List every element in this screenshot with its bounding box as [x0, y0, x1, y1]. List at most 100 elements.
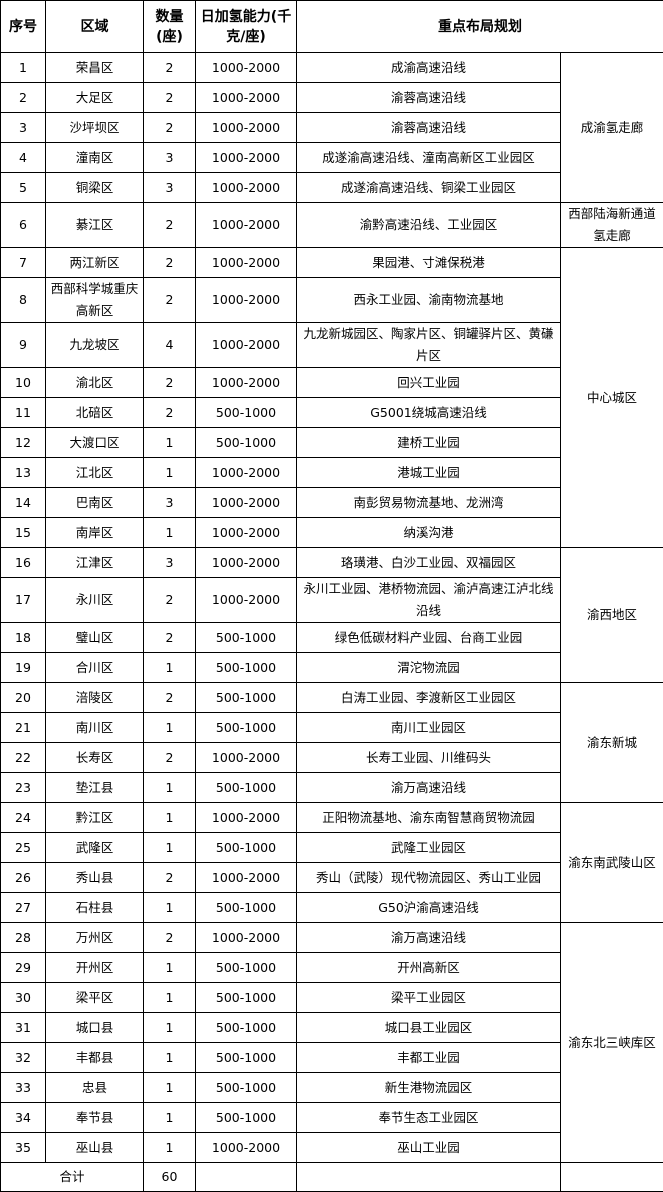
row-count: 1 [144, 773, 196, 803]
row-capacity: 500-1000 [196, 773, 297, 803]
row-index: 23 [1, 773, 46, 803]
row-capacity: 1000-2000 [196, 248, 297, 278]
row-capacity: 500-1000 [196, 833, 297, 863]
row-plan: 武隆工业园区 [297, 833, 561, 863]
row-region: 南川区 [46, 713, 144, 743]
row-plan: 新生港物流园区 [297, 1073, 561, 1103]
row-plan: 永川工业园、港桥物流园、渝泸高速江泸北线沿线 [297, 578, 561, 623]
header-index: 序号 [1, 1, 46, 53]
total-label: 合计 [1, 1163, 144, 1192]
row-count: 2 [144, 278, 196, 323]
row-plan: 渝蓉高速沿线 [297, 83, 561, 113]
row-count: 3 [144, 143, 196, 173]
row-capacity: 1000-2000 [196, 203, 297, 248]
row-region: 石柱县 [46, 893, 144, 923]
row-corridor: 西部陆海新通道氢走廊 [561, 203, 663, 248]
row-corridor: 渝东南武陵山区 [561, 803, 663, 923]
row-plan: 秀山（武陵）现代物流园区、秀山工业园 [297, 863, 561, 893]
row-count: 3 [144, 173, 196, 203]
row-capacity: 1000-2000 [196, 173, 297, 203]
row-region: 涪陵区 [46, 683, 144, 713]
row-capacity: 500-1000 [196, 623, 297, 653]
row-capacity: 1000-2000 [196, 1133, 297, 1163]
row-count: 1 [144, 653, 196, 683]
row-region: 两江新区 [46, 248, 144, 278]
row-region: 黔江区 [46, 803, 144, 833]
row-region: 铜梁区 [46, 173, 144, 203]
row-capacity: 1000-2000 [196, 53, 297, 83]
row-count: 1 [144, 1133, 196, 1163]
row-capacity: 1000-2000 [196, 923, 297, 953]
row-index: 17 [1, 578, 46, 623]
row-index: 28 [1, 923, 46, 953]
row-capacity: 1000-2000 [196, 143, 297, 173]
row-index: 30 [1, 983, 46, 1013]
header-capacity: 日加氢能力(千克/座) [196, 1, 297, 53]
row-count: 2 [144, 863, 196, 893]
row-capacity: 500-1000 [196, 893, 297, 923]
row-index: 14 [1, 488, 46, 518]
row-plan: 白涛工业园、李渡新区工业园区 [297, 683, 561, 713]
row-plan: 绿色低碳材料产业园、台商工业园 [297, 623, 561, 653]
row-region: 璧山区 [46, 623, 144, 653]
row-region: 九龙坡区 [46, 323, 144, 368]
row-count: 1 [144, 893, 196, 923]
row-capacity: 500-1000 [196, 683, 297, 713]
row-index: 35 [1, 1133, 46, 1163]
row-region: 开州区 [46, 953, 144, 983]
row-region: 大渡口区 [46, 428, 144, 458]
row-plan: 南彭贸易物流基地、龙洲湾 [297, 488, 561, 518]
row-region: 潼南区 [46, 143, 144, 173]
row-plan: 回兴工业园 [297, 368, 561, 398]
row-region: 奉节县 [46, 1103, 144, 1133]
row-plan: 巫山工业园 [297, 1133, 561, 1163]
row-index: 7 [1, 248, 46, 278]
row-region: 沙坪坝区 [46, 113, 144, 143]
row-plan: G50沪渝高速沿线 [297, 893, 561, 923]
row-count: 2 [144, 623, 196, 653]
row-region: 渝北区 [46, 368, 144, 398]
row-plan: 丰都工业园 [297, 1043, 561, 1073]
row-region: 梁平区 [46, 983, 144, 1013]
row-capacity: 1000-2000 [196, 518, 297, 548]
row-plan: 九龙新城园区、陶家片区、铜罐驿片区、黄磏片区 [297, 323, 561, 368]
row-region: 万州区 [46, 923, 144, 953]
row-plan: 南川工业园区 [297, 713, 561, 743]
row-plan: 渭沱物流园 [297, 653, 561, 683]
row-plan: 珞璜港、白沙工业园、双福园区 [297, 548, 561, 578]
row-plan: 成遂渝高速沿线、铜梁工业园区 [297, 173, 561, 203]
total-count: 60 [144, 1163, 196, 1192]
row-count: 1 [144, 953, 196, 983]
row-index: 16 [1, 548, 46, 578]
row-index: 26 [1, 863, 46, 893]
row-capacity: 500-1000 [196, 1103, 297, 1133]
row-region: 綦江区 [46, 203, 144, 248]
row-count: 1 [144, 458, 196, 488]
row-index: 6 [1, 203, 46, 248]
row-plan: 正阳物流基地、渝东南智慧商贸物流园 [297, 803, 561, 833]
row-count: 2 [144, 203, 196, 248]
row-count: 1 [144, 713, 196, 743]
row-count: 2 [144, 578, 196, 623]
row-index: 1 [1, 53, 46, 83]
row-region: 西部科学城重庆高新区 [46, 278, 144, 323]
row-capacity: 1000-2000 [196, 113, 297, 143]
total-row: 合计 60 [1, 1163, 663, 1192]
row-region: 江北区 [46, 458, 144, 488]
row-region: 合川区 [46, 653, 144, 683]
row-plan: 梁平工业园区 [297, 983, 561, 1013]
row-capacity: 500-1000 [196, 713, 297, 743]
row-count: 2 [144, 683, 196, 713]
row-region: 武隆区 [46, 833, 144, 863]
row-plan: 港城工业园 [297, 458, 561, 488]
row-index: 32 [1, 1043, 46, 1073]
header-region: 区域 [46, 1, 144, 53]
